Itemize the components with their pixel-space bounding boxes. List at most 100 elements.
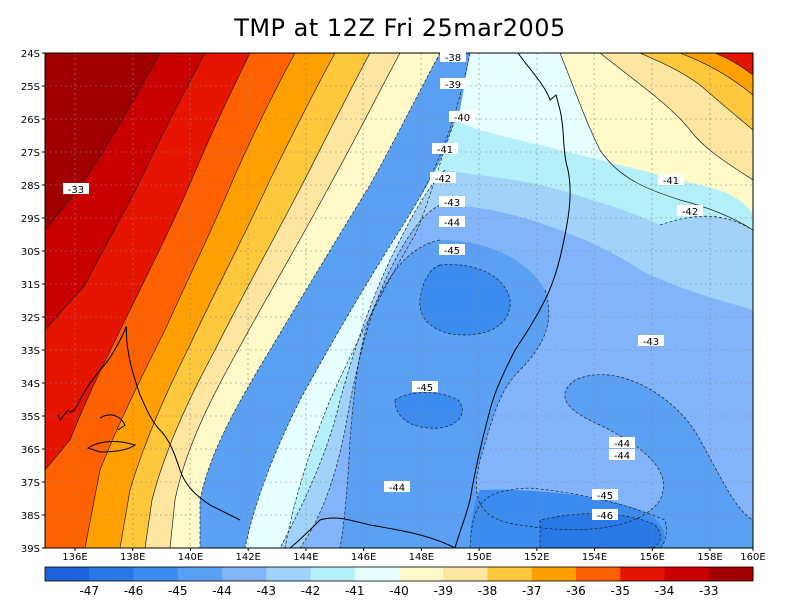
colorbar-label: -39 (433, 584, 453, 598)
latitude-label: 33S (21, 346, 40, 357)
colorbar-swatch (133, 567, 179, 581)
latitude-label: 30S (21, 247, 40, 258)
colorbar-swatch (487, 567, 533, 581)
colorbar-label: -46 (124, 584, 144, 598)
contour-label-background (592, 489, 618, 500)
contour-label: -42 (435, 174, 451, 185)
colorbar-swatch (443, 567, 488, 581)
latitude-label: 26S (21, 115, 40, 126)
contour-label: -46 (597, 511, 613, 522)
latitude-label: 24S (21, 49, 40, 60)
colorbar-swatch (266, 567, 311, 581)
colorbar-label: -47 (79, 584, 99, 598)
colorbar-swatch (310, 567, 356, 581)
contour-label-background (384, 481, 410, 492)
contour-lines (45, 53, 753, 548)
contour-label-background (609, 449, 635, 460)
colorbar-swatch (354, 567, 400, 581)
longitude-label: 158E (697, 552, 722, 563)
map-title: TMP at 12Z Fri 25mar2005 (234, 14, 566, 42)
contour-label: -45 (417, 383, 433, 394)
contour-label: -43 (643, 337, 659, 348)
latitude-label: 34S (21, 379, 40, 390)
colorbar-swatch (399, 567, 444, 581)
colorbar-label: -37 (522, 584, 542, 598)
longitude-label: 136E (62, 552, 87, 563)
latitude-label: 29S (21, 214, 40, 225)
colorbar-label: -34 (655, 584, 675, 598)
coastline (57, 53, 571, 548)
contour-label: -44 (614, 439, 630, 450)
contour-label: -44 (614, 451, 630, 462)
contour-label-background (440, 78, 466, 89)
contour-label-background (439, 244, 465, 255)
longitude-label: 138E (120, 552, 145, 563)
band-fill (715, 53, 753, 75)
longitude-label: 150E (466, 552, 491, 563)
longitude-label: 160E (740, 552, 765, 563)
colorbar-label: -44 (212, 584, 232, 598)
band-fill (540, 513, 661, 548)
latitude-label: 35S (21, 412, 40, 423)
colorbar-swatch (531, 567, 577, 581)
latitude-label: 36S (21, 445, 40, 456)
contour-label-background (449, 111, 475, 122)
colorbar-label: -33 (699, 584, 719, 598)
longitude-label: 148E (409, 552, 434, 563)
colorbar-swatch (576, 567, 621, 581)
colorbar-swatch (45, 567, 90, 581)
longitude-label: 156E (640, 552, 665, 563)
latitude-labels: 24S 25S 26S 27S 28S 29S 30S 31S 32S 33S 34S 35S 36S 3… (21, 49, 45, 555)
contour-label: -40 (454, 113, 470, 124)
colorbar-label: -36 (566, 584, 586, 598)
longitude-label: 140E (178, 552, 203, 563)
contour-label-background (430, 172, 456, 183)
contour-label-background (432, 143, 458, 154)
longitude-labels: 136E 138E 140E 142E 144E 146E 148E 150E 152E 154E… (62, 548, 766, 563)
contour-label: -44 (444, 218, 460, 229)
contour-label: -41 (663, 176, 679, 187)
contour-label-background (638, 335, 664, 346)
colorbar-label: -35 (610, 584, 630, 598)
contour-labels: -38 -39 -40 -41 -42 -43 -44 -45 -33 -41 -42 -43 -45 -… (63, 51, 703, 522)
latitude-label: 38S (21, 511, 40, 522)
colorbar-label: -45 (168, 584, 188, 598)
latitude-label: 32S (21, 313, 40, 324)
contour-label: -33 (68, 185, 84, 196)
colorbar-label: -38 (478, 584, 498, 598)
contour-label-background (439, 216, 465, 227)
longitude-label: 146E (351, 552, 376, 563)
latitude-label: 39S (21, 544, 40, 555)
band-fill (680, 53, 753, 95)
contour-label-background (609, 437, 635, 448)
latitude-label: 27S (21, 148, 40, 159)
colorbar-label: -41 (345, 584, 365, 598)
colorbar: -47 -46 -45 -44 -43 -42 -41 -40 -39 -38 -37 -36 -35 -… (44, 566, 754, 598)
longitude-label: 152E (524, 552, 549, 563)
colorbar-swatch (620, 567, 665, 581)
colorbar-label: -42 (301, 584, 321, 598)
latitude-label: 28S (21, 181, 40, 192)
colorbar-swatch (664, 567, 710, 581)
colorbar-swatch (708, 567, 754, 581)
latitude-label: 37S (21, 478, 40, 489)
contour-label-background (658, 174, 684, 185)
contour-label-background (440, 51, 466, 62)
filled-contours (45, 53, 753, 548)
latitude-label: 25S (21, 82, 40, 93)
contour-label-background (592, 509, 618, 520)
contour-label: -42 (682, 207, 698, 218)
colorbar-swatch (89, 567, 134, 581)
contour-label: -45 (444, 246, 460, 257)
contour-label: -43 (444, 198, 460, 209)
contour-label: -45 (597, 491, 613, 502)
colorbar-swatch (222, 567, 267, 581)
contour-label: -41 (437, 145, 453, 156)
map-frame (44, 52, 754, 549)
colorbar-label: -43 (256, 584, 276, 598)
contour-label-background (63, 183, 89, 194)
contour-label-background (677, 205, 703, 216)
longitude-label: 154E (582, 552, 607, 563)
colorbar-swatch (177, 567, 223, 581)
